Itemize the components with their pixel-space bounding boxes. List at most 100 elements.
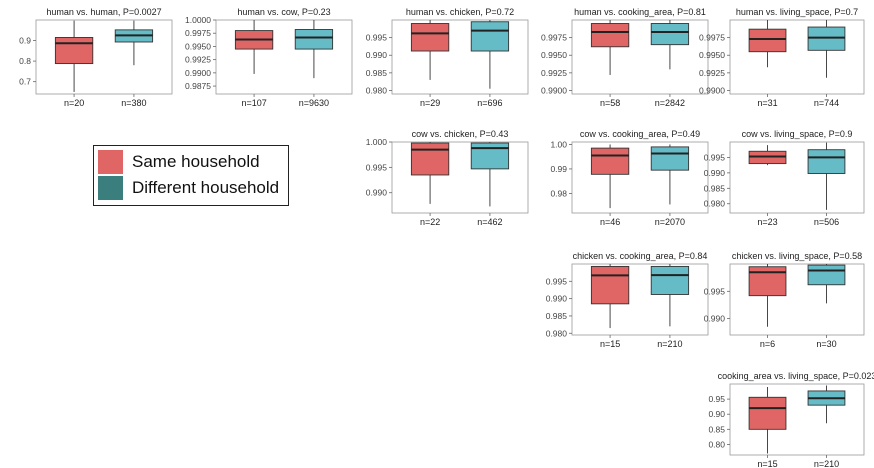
y-tick-label: 0.990 [704, 168, 726, 178]
y-tick-label: 0.9950 [541, 50, 567, 60]
y-tick-label: 0.9975 [699, 33, 725, 43]
y-tick-label: 0.9950 [185, 41, 211, 51]
y-tick-label: 0.9900 [541, 85, 567, 95]
legend-item-same-household: Same household [98, 150, 260, 174]
legend-swatch-same [98, 150, 123, 174]
y-tick-label: 0.98 [550, 188, 567, 198]
y-tick-label: 0.980 [546, 328, 568, 338]
x-tick-label: n=210 [814, 459, 839, 468]
x-tick-label: n=6 [760, 339, 775, 349]
y-tick-label: 0.80 [708, 439, 725, 449]
box [294, 29, 334, 50]
chart-panel-9: chicken vs. cooking_area, P=0.84 0.980 0.9… [546, 251, 709, 349]
x-tick-label: n=696 [477, 98, 502, 108]
y-tick-label: 0.9925 [699, 68, 725, 78]
box [590, 265, 630, 305]
chart-panel-7: cow vs. cooking_area, P=0.49 0.98 0.99 1.00… [550, 129, 709, 227]
chart-title: cooking_area vs. living_space, P=0.023 [718, 371, 874, 381]
chart-panel-5: human vs. living_space, P=0.7 0.9900 0.992… [699, 7, 865, 108]
y-tick-label: 0.8 [19, 56, 31, 66]
y-tick-label: 0.995 [366, 162, 388, 172]
y-tick-label: 0.9900 [699, 85, 725, 95]
y-tick-label: 0.990 [546, 294, 568, 304]
box [650, 146, 690, 171]
box [650, 265, 690, 295]
x-tick-label: n=23 [757, 217, 777, 227]
chart-title: cow vs. chicken, P=0.43 [412, 129, 509, 139]
y-tick-label: 0.980 [366, 85, 388, 95]
chart-panel-3: human vs. chicken, P=0.72 0.980 0.985 0.990… [366, 7, 529, 108]
y-tick-label: 0.985 [546, 311, 568, 321]
box [807, 264, 846, 286]
y-tick-label: 0.85 [708, 424, 725, 434]
chart-panel-10: chicken vs. living_space, P=0.58 0.990 0.9… [704, 251, 865, 349]
legend-label-same: Same household [132, 152, 260, 171]
box [748, 28, 787, 53]
x-tick-label: n=15 [757, 459, 777, 468]
y-tick-label: 0.7 [19, 77, 31, 87]
x-tick-label: n=380 [121, 98, 146, 108]
y-tick-label: 0.995 [546, 276, 568, 286]
box [807, 149, 846, 174]
box [470, 142, 510, 170]
x-tick-label: n=20 [64, 98, 84, 108]
x-tick-label: n=30 [816, 339, 836, 349]
chart-title: chicken vs. cooking_area, P=0.84 [573, 251, 708, 261]
y-tick-label: 0.995 [704, 286, 726, 296]
legend-label-different: Different household [132, 178, 280, 197]
y-tick-label: 0.995 [704, 152, 726, 162]
legend: Same household Different household [93, 145, 289, 206]
box [590, 23, 630, 48]
legend-item-different-household: Different household [98, 176, 279, 200]
chart-panel-1: human vs. human, P=0.0027 0.7 0.8 0.9 n=20 n=… [19, 7, 173, 108]
x-tick-label: n=506 [814, 217, 839, 227]
y-tick-label: 0.95 [708, 394, 725, 404]
x-tick-label: n=210 [657, 339, 682, 349]
y-tick-label: 0.980 [704, 199, 726, 209]
y-tick-label: 1.000 [366, 137, 388, 147]
y-tick-label: 0.9975 [541, 33, 567, 43]
box [54, 37, 94, 65]
x-tick-label: n=15 [600, 339, 620, 349]
x-tick-label: n=462 [477, 217, 502, 227]
y-tick-label: 0.99 [550, 164, 567, 174]
y-tick-label: 0.9900 [185, 68, 211, 78]
box [410, 23, 450, 52]
box [410, 142, 450, 176]
y-tick-label: 0.9925 [185, 55, 211, 65]
box [807, 26, 846, 51]
y-tick-label: 1.00 [550, 139, 567, 149]
chart-title: human vs. human, P=0.0027 [46, 7, 161, 17]
box [470, 21, 510, 52]
chart-title: chicken vs. living_space, P=0.58 [732, 251, 862, 261]
y-tick-label: 1.0000 [185, 15, 211, 25]
chart-panel-11: cooking_area vs. living_space, P=0.023 0.… [708, 371, 874, 468]
x-tick-label: n=29 [420, 98, 440, 108]
y-tick-label: 0.990 [366, 50, 388, 60]
chart-title: human vs. cow, P=0.23 [237, 7, 330, 17]
y-tick-label: 0.9875 [185, 81, 211, 91]
chart-title: human vs. chicken, P=0.72 [406, 7, 514, 17]
chart-panel-4: human vs. cooking_area, P=0.81 0.9900 0.99… [541, 7, 709, 108]
chart-title: cow vs. cooking_area, P=0.49 [580, 129, 700, 139]
x-tick-label: n=2070 [655, 217, 685, 227]
y-tick-label: 0.985 [704, 183, 726, 193]
y-tick-label: 0.9975 [185, 28, 211, 38]
chart-panel-8: cow vs. living_space, P=0.9 0.980 0.985 0.9… [704, 129, 865, 227]
box [590, 147, 630, 175]
y-tick-label: 0.990 [704, 314, 726, 324]
chart-title: human vs. cooking_area, P=0.81 [574, 7, 706, 17]
chart-panel-6: cow vs. chicken, P=0.43 0.990 0.995 1.000 n=… [366, 129, 529, 227]
x-tick-label: n=46 [600, 217, 620, 227]
chart-title: human vs. living_space, P=0.7 [736, 7, 858, 17]
x-tick-label: n=22 [420, 217, 440, 227]
y-tick-label: 0.9925 [541, 68, 567, 78]
x-tick-label: n=9630 [299, 98, 329, 108]
x-tick-label: n=744 [814, 98, 839, 108]
y-tick-label: 0.995 [366, 33, 388, 43]
x-tick-label: n=2842 [655, 98, 685, 108]
y-tick-label: 0.90 [708, 409, 725, 419]
x-tick-label: n=31 [757, 98, 777, 108]
y-tick-label: 0.990 [366, 188, 388, 198]
